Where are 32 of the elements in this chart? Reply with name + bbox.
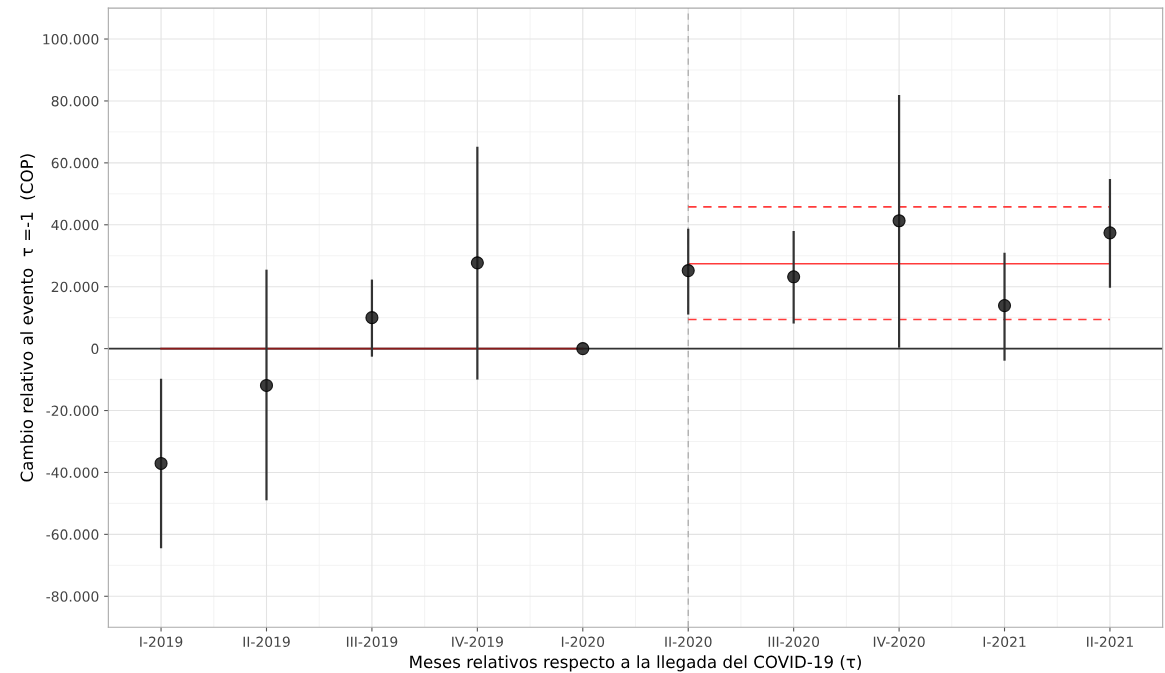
- y-axis-title: Cambio relativo al evento τ =-1 (COP): [20, 154, 36, 482]
- point: [892, 214, 906, 228]
- x-tick-label: II-2021: [1087, 636, 1133, 648]
- point: [1103, 226, 1117, 240]
- x-tick-label: I-2021: [983, 636, 1026, 648]
- point: [787, 270, 801, 284]
- point: [997, 299, 1012, 313]
- x-tick-label: I-2019: [140, 636, 183, 648]
- x-tick-label: IV-2020: [873, 636, 925, 648]
- point: [259, 378, 274, 393]
- point: [681, 264, 695, 278]
- y-tick-label: 20.000: [51, 281, 99, 293]
- y-tick-label: -60.000: [46, 529, 99, 540]
- x-axis-title: Meses relativos respecto a la llegada del COVID-19 (τ): [410, 655, 861, 672]
- point: [365, 311, 379, 325]
- x-tick-label: II-2019: [243, 636, 290, 648]
- y-tick-label: -40.000: [46, 467, 99, 478]
- y-tick-label: -20.000: [46, 405, 99, 416]
- x-tick-label: IV-2019: [452, 636, 503, 648]
- x-tick-label: III-2020: [768, 636, 820, 648]
- y-tick-label: 40.000: [51, 219, 99, 231]
- y-tick-label: 60.000: [51, 157, 99, 169]
- point: [576, 342, 590, 356]
- y-tick-label: 0: [91, 343, 99, 355]
- x-tick-label: I-2020: [561, 636, 605, 648]
- y-tick-label: -80.000: [46, 591, 99, 602]
- y-tick-label: 100.000: [43, 34, 99, 45]
- point: [154, 456, 168, 471]
- x-tick-label: II-2020: [665, 636, 712, 648]
- y-tick-label: 80.000: [51, 95, 99, 107]
- point: [470, 256, 484, 270]
- x-tick-label: III-2019: [346, 636, 398, 648]
